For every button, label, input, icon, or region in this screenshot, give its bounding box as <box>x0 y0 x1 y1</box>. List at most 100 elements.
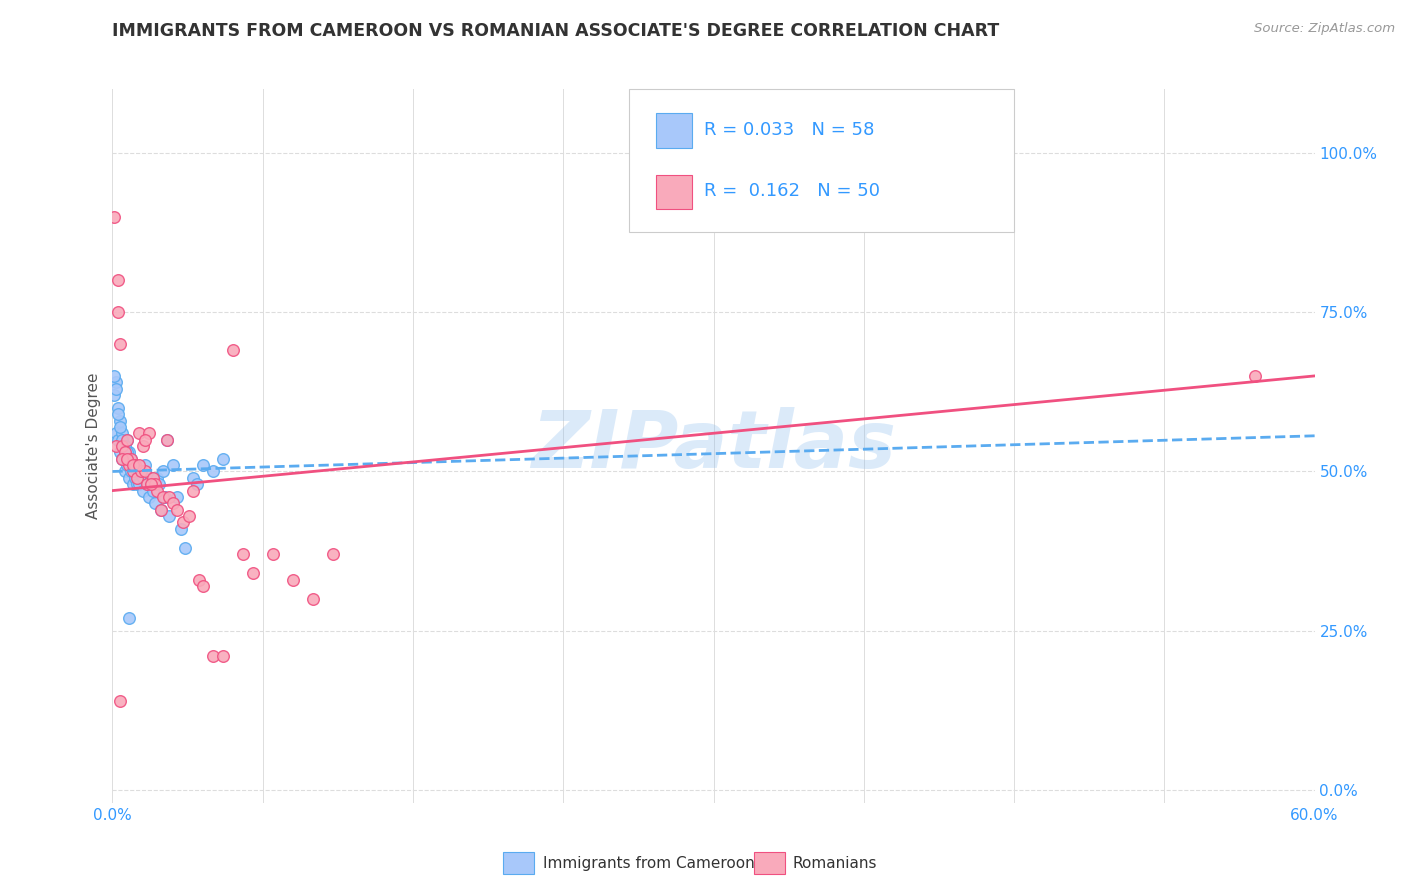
Text: Romanians: Romanians <box>793 856 877 871</box>
Point <box>115 458 138 472</box>
Point <box>153 490 176 504</box>
Point <box>124 458 146 472</box>
Text: ZIPatlas: ZIPatlas <box>531 407 896 485</box>
Point <box>121 477 143 491</box>
Point <box>181 471 204 485</box>
Point <box>111 439 134 453</box>
Point <box>110 413 132 427</box>
Point <box>105 426 128 441</box>
Point <box>107 273 129 287</box>
Point <box>110 420 132 434</box>
Point <box>211 451 233 466</box>
Point <box>128 477 150 491</box>
Point <box>152 465 174 479</box>
Point <box>201 465 224 479</box>
Point <box>162 458 184 472</box>
FancyBboxPatch shape <box>503 852 534 874</box>
Point <box>242 566 264 581</box>
Point <box>201 649 224 664</box>
Point <box>157 509 180 524</box>
Point <box>138 426 160 441</box>
Point <box>166 502 188 516</box>
Point <box>129 465 152 479</box>
Point <box>105 382 128 396</box>
Point <box>120 465 142 479</box>
Point <box>105 439 128 453</box>
Point <box>187 573 209 587</box>
Point <box>138 490 160 504</box>
Point <box>114 445 136 459</box>
Point <box>115 451 138 466</box>
Y-axis label: Associate's Degree: Associate's Degree <box>86 373 101 519</box>
Point <box>281 573 304 587</box>
Point <box>134 433 156 447</box>
Point <box>169 522 191 536</box>
Point <box>114 465 136 479</box>
Point <box>128 426 150 441</box>
Point <box>157 490 180 504</box>
Point <box>177 509 200 524</box>
Point <box>115 433 138 447</box>
Point <box>121 465 143 479</box>
Point <box>120 451 142 466</box>
Point <box>148 477 170 491</box>
Point <box>111 433 134 447</box>
Point <box>139 477 162 491</box>
Point <box>110 445 132 459</box>
Point <box>107 407 129 421</box>
Point <box>107 433 129 447</box>
Point <box>186 477 208 491</box>
Point <box>110 694 132 708</box>
Point <box>145 471 167 485</box>
Point <box>125 465 148 479</box>
Point <box>115 433 138 447</box>
Point <box>110 337 132 351</box>
Point <box>166 490 188 504</box>
Point <box>128 465 150 479</box>
Point <box>155 433 177 447</box>
Point <box>114 445 136 459</box>
Point <box>143 477 166 491</box>
Point <box>111 426 134 441</box>
Point <box>322 547 344 561</box>
Point <box>128 458 150 472</box>
Point <box>114 439 136 453</box>
Point <box>111 451 134 466</box>
Point <box>103 368 125 383</box>
Point <box>129 465 152 479</box>
Point <box>103 210 125 224</box>
Point <box>149 502 172 516</box>
Point <box>107 305 129 319</box>
FancyBboxPatch shape <box>655 113 692 148</box>
Point <box>139 471 162 485</box>
Point <box>117 458 139 472</box>
Point <box>191 579 214 593</box>
Point <box>117 471 139 485</box>
Point <box>145 483 167 498</box>
Point <box>111 451 134 466</box>
Point <box>135 477 157 491</box>
Text: Immigrants from Cameroon: Immigrants from Cameroon <box>543 856 755 871</box>
Point <box>162 496 184 510</box>
Point <box>222 343 245 358</box>
Point <box>120 451 142 466</box>
Point <box>131 483 153 498</box>
Point <box>262 547 284 561</box>
Point <box>125 477 148 491</box>
Text: Source: ZipAtlas.com: Source: ZipAtlas.com <box>1254 22 1395 36</box>
Point <box>117 445 139 459</box>
Point <box>135 477 157 491</box>
Point <box>131 471 153 485</box>
Text: R = 0.033   N = 58: R = 0.033 N = 58 <box>704 121 875 139</box>
FancyBboxPatch shape <box>655 175 692 209</box>
Point <box>103 388 125 402</box>
Point <box>181 483 204 498</box>
Point <box>134 465 156 479</box>
Point <box>149 502 172 516</box>
Point <box>117 611 139 625</box>
Text: R =  0.162   N = 50: R = 0.162 N = 50 <box>704 182 880 200</box>
Point <box>141 483 163 498</box>
FancyBboxPatch shape <box>630 89 1014 232</box>
Point <box>141 471 163 485</box>
Point <box>1243 368 1265 383</box>
